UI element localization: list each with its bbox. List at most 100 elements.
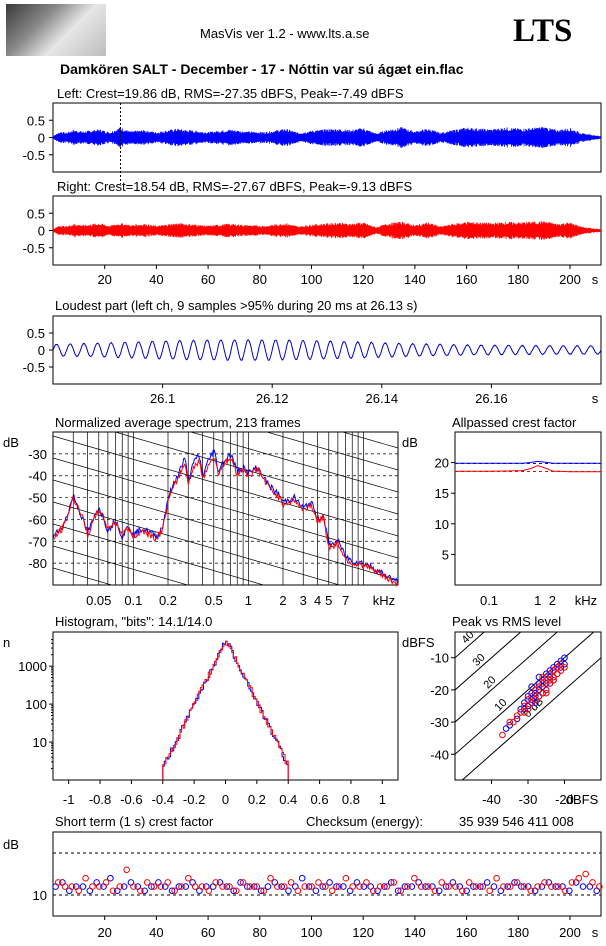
spectrum-xtick-label: 2 xyxy=(279,593,286,608)
allpass-ytick-label: 20 xyxy=(435,456,449,471)
loudest-waveform xyxy=(52,339,602,362)
shortterm-ytick-label: 10 xyxy=(33,888,47,903)
loudest-xtick-label: 26.1 xyxy=(150,391,175,406)
shortterm-point-left xyxy=(148,883,155,890)
shortterm-point-right xyxy=(459,887,466,895)
loudest-ytick-label: -0.5 xyxy=(23,360,45,375)
peakrms-diag-label: 20 xyxy=(481,674,498,691)
shortterm-xtick-label: 80 xyxy=(253,925,267,940)
peakrms-point-left xyxy=(535,680,543,687)
shortterm-xtick-label: 20 xyxy=(97,925,111,940)
shortterm-point-right xyxy=(568,879,576,886)
shortterm-point-left xyxy=(175,883,183,890)
loudest-xtick-label: 26.16 xyxy=(475,391,508,406)
allpass-frame xyxy=(454,431,602,586)
spectrum-ytick-label: -60 xyxy=(28,512,47,527)
shortterm-point-right xyxy=(369,887,377,895)
spectrum-slope-line xyxy=(53,435,398,537)
peakrms-title: Peak vs RMS level xyxy=(452,614,561,629)
lts-logo-image xyxy=(6,4,106,56)
shortterm-point-right xyxy=(445,883,452,890)
shortterm-point-right xyxy=(335,883,343,890)
shortterm-point-right xyxy=(185,874,192,882)
spectrum-xtick-label: 7 xyxy=(342,593,349,608)
shortterm-point-right xyxy=(89,883,96,890)
peakrms-point-right xyxy=(532,686,539,694)
peakrms-xtick-label: -40 xyxy=(482,792,501,807)
shortterm-point-right xyxy=(404,883,411,890)
shortterm-point-left xyxy=(230,887,237,895)
left-title: Left: Crest=19.86 dB, RMS=-27.35 dBFS, P… xyxy=(57,86,404,101)
allpass-xtick-label: 1 xyxy=(534,593,541,608)
shortterm-point-left xyxy=(442,883,450,890)
shortterm-point-right xyxy=(520,883,528,890)
allpass-ytick-label: 10 xyxy=(435,517,449,532)
shortterm-ylabel: dB xyxy=(3,837,19,852)
peakrms-ylabel: dBFS xyxy=(402,635,435,650)
peakrms-point-right xyxy=(539,673,546,681)
shortterm-point-right xyxy=(596,883,603,890)
shortterm-xtick-label: 140 xyxy=(404,925,426,940)
peakrms-point-left xyxy=(521,699,528,707)
shortterm-point-left xyxy=(483,879,491,886)
right-ytick-label: 0.5 xyxy=(27,206,45,221)
peakrms-point-left xyxy=(553,660,561,668)
shortterm-point-left xyxy=(141,887,148,895)
peakrms-point-right xyxy=(539,680,546,687)
peakrms-diag-line xyxy=(455,632,558,723)
peakrms-point-right xyxy=(510,718,517,726)
peakrms-point-left xyxy=(539,683,546,690)
peakrms-point-left xyxy=(535,673,543,681)
spectrum-xunit: kHz xyxy=(373,593,395,608)
shortterm-point-right xyxy=(513,879,521,886)
right-xtick-label: 100 xyxy=(301,272,323,287)
peakrms-point-left xyxy=(546,673,554,681)
peakrms-point-left xyxy=(542,670,550,678)
shortterm-point-left xyxy=(298,874,306,882)
peakrms-point-right xyxy=(535,683,543,690)
spectrum-slope-line xyxy=(53,326,398,426)
shortterm-xunit: s xyxy=(592,925,599,940)
peakrms-point-right xyxy=(513,712,521,719)
shortterm-xtick-label: 180 xyxy=(507,925,529,940)
shortterm-point-left xyxy=(511,879,518,886)
peakrms-point-right xyxy=(506,718,514,726)
right-xtick-label: 80 xyxy=(253,272,267,287)
shortterm-point-right xyxy=(116,883,124,890)
spectrum-slope-line xyxy=(189,432,398,493)
peakrms-point-right xyxy=(550,667,557,674)
shortterm-point-right xyxy=(376,883,384,890)
left-ytick-label: 0 xyxy=(38,131,45,146)
allpass-series-right xyxy=(455,465,600,473)
histogram-xtick-label: -0.6 xyxy=(120,792,142,807)
right-xtick-label: 40 xyxy=(149,272,163,287)
peakrms-point-right xyxy=(524,696,532,703)
histogram-ytick-label: 1000 xyxy=(18,659,47,674)
histogram-series-left xyxy=(162,640,289,780)
shortterm-point-right xyxy=(500,883,507,890)
peakrms-point-right xyxy=(557,660,565,668)
shortterm-point-right xyxy=(554,883,562,890)
peakrms-point-left xyxy=(528,689,535,697)
allpass-xtick-label: 0.1 xyxy=(480,593,498,608)
peakrms-point-right xyxy=(542,689,550,697)
shortterm-point-left xyxy=(333,883,340,890)
peakrms-diag-label: 30 xyxy=(471,652,488,669)
shortterm-point-left xyxy=(257,887,265,895)
shortterm-point-right xyxy=(479,883,487,890)
shortterm-point-right xyxy=(424,883,432,890)
peakrms-point-right xyxy=(550,676,557,684)
shortterm-point-right xyxy=(253,883,261,890)
shortterm-point-left xyxy=(394,887,402,895)
shortterm-point-right xyxy=(294,887,302,895)
peakrms-point-left xyxy=(557,664,565,671)
shortterm-point-right xyxy=(219,883,226,890)
shortterm-point-left xyxy=(435,887,443,895)
shortterm-point-right xyxy=(239,879,247,886)
shortterm-point-right xyxy=(486,887,494,895)
shortterm-point-right xyxy=(438,879,446,886)
peakrms-point-right xyxy=(528,693,535,700)
brand-logo-text: LTS xyxy=(513,13,573,49)
shortterm-xtick-label: 200 xyxy=(559,925,581,940)
peakrms-point-left xyxy=(561,654,568,662)
